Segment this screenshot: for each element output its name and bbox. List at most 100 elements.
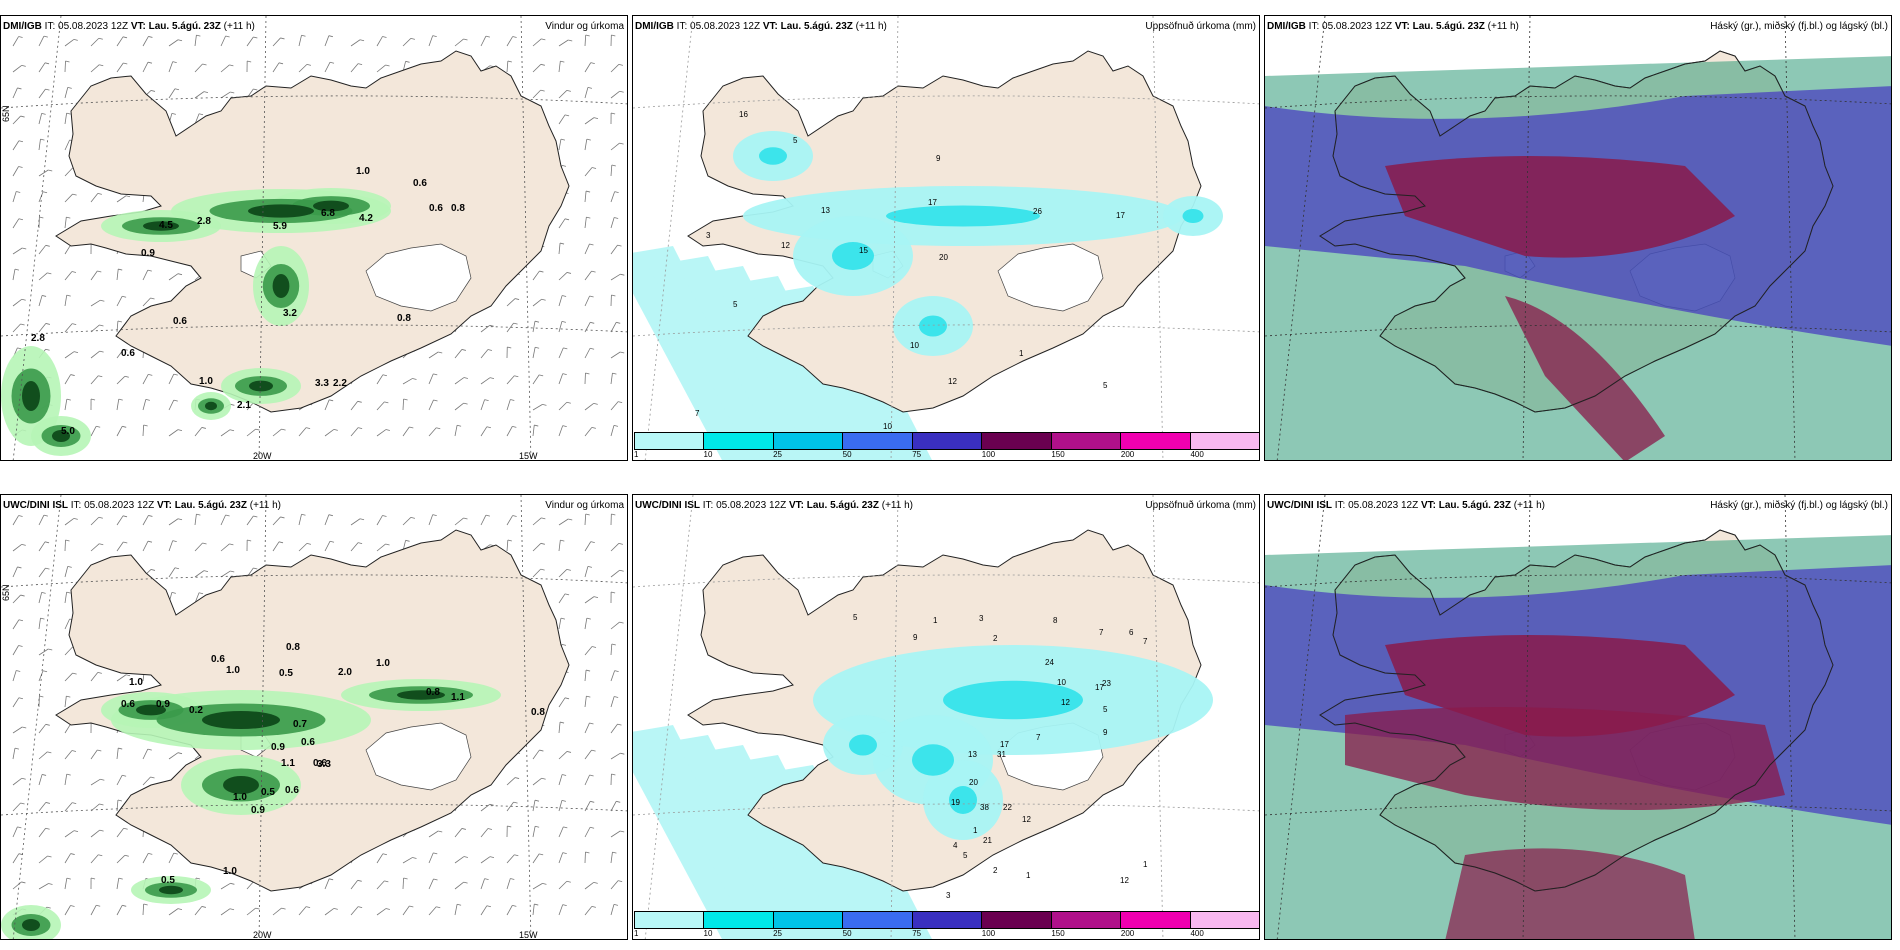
value-label: 9 (936, 154, 941, 163)
lead-time: (+11 h) (246, 500, 281, 511)
value-label: 3.2 (283, 308, 297, 319)
lat-label: 65N (1, 105, 11, 122)
panel-title: Háský (gr.), miðský (fj.bl.) og lágský (… (1710, 500, 1888, 511)
lead-time: (+11 h) (220, 21, 255, 32)
precip-heavy (143, 221, 179, 231)
accum-core (912, 744, 954, 776)
value-label: 0.6 (121, 348, 135, 359)
valid-time: VT: Lau. 5.ágú. 23Z (762, 21, 853, 32)
accum-core (832, 242, 874, 270)
value-label: 3.3 (317, 759, 331, 770)
init-time: IT: 05.08.2023 12Z (1332, 500, 1421, 511)
value-label: 5 (793, 136, 798, 145)
colorbar-tick: 10 (703, 929, 713, 938)
value-label: 2 (993, 866, 998, 875)
iceland-coastline (1319, 529, 1834, 892)
lon-label-20w: 20W (253, 451, 272, 461)
value-label: 12 (1120, 876, 1129, 885)
valid-time: VT: Lau. 5.ágú. 23Z (788, 500, 879, 511)
value-label: 1 (1019, 349, 1024, 358)
panel-uwc-cloud: UWC/DINI ISL IT: 05.08.2023 12Z VT: Lau.… (1264, 494, 1892, 940)
colorbar-tick: 150 (1051, 929, 1065, 938)
colorbar-swatch (635, 433, 705, 449)
iceland-coastline (1319, 50, 1834, 413)
value-label: 1.0 (226, 665, 240, 676)
accum-core (1182, 209, 1204, 223)
precip-heavy (22, 381, 40, 411)
value-label: 5 (1103, 705, 1108, 714)
value-label: 5 (733, 300, 738, 309)
value-label: 1.0 (233, 792, 247, 803)
colorbar-tick: 1 (634, 450, 639, 459)
value-label: 0.5 (161, 875, 175, 886)
value-label: 5.0 (61, 426, 75, 437)
colorbar-tick: 75 (912, 929, 922, 938)
value-label: 7 (1143, 637, 1148, 646)
value-label: 1 (1026, 871, 1031, 880)
precip-heavy (397, 690, 445, 700)
model-name: UWC/DINI ISL (635, 500, 700, 511)
init-time: IT: 05.08.2023 12Z (41, 21, 131, 32)
colorbar-tick: 100 (981, 929, 996, 938)
value-label: 0.9 (271, 742, 285, 753)
value-label: 1.0 (199, 376, 213, 387)
value-label: 4.2 (359, 213, 373, 224)
value-label: 0.2 (189, 705, 203, 716)
lat-lon-grid (1, 495, 627, 939)
accum-core (849, 734, 877, 756)
glacier-vatnajokull (997, 243, 1104, 312)
lead-time: (+11 h) (852, 21, 887, 32)
value-label: 24 (1045, 658, 1054, 667)
colorbar-tick: 200 (1120, 929, 1135, 938)
glacier-vatnajokull (365, 722, 472, 791)
value-label: 0.6 (313, 758, 327, 769)
value-label: 6 (1129, 628, 1134, 637)
value-label: 1 (1143, 860, 1148, 869)
value-labels: 1.0 0.6 0.6 0.8 2.8 5.9 6.8 4.2 4.5 0.9 3.2 0.6 0.6 0… (31, 166, 465, 437)
value-label: 7 (1099, 628, 1104, 637)
value-label: 12 (781, 241, 790, 250)
colorbar-tick: 1 (634, 929, 639, 938)
value-labels: 0.80.61.0 0.5 2.01.00.8 1.11.00.6 0.90.20.70… (121, 642, 545, 886)
value-label: 3 (979, 614, 984, 623)
colorbar-swatch (843, 912, 913, 928)
value-label: 1.1 (451, 692, 465, 703)
precip-heavy (249, 380, 273, 392)
cloud-low-layer (1385, 156, 1735, 258)
precip-heavy (313, 200, 349, 212)
colorbar-ticks: 1 10 25 50 75 100 150 200 400 (634, 450, 1259, 460)
init-time: IT: 05.08.2023 12Z (673, 21, 763, 32)
lat-lon-grid (633, 16, 1259, 460)
model-name: DMI/IGB (3, 21, 42, 32)
value-label: 0.9 (141, 248, 155, 259)
precip-heavy (272, 274, 290, 298)
precip-heavy (52, 430, 70, 442)
cloud-low-layer (1505, 296, 1665, 460)
value-label: 13 (821, 206, 830, 215)
value-label: 4.5 (159, 220, 173, 231)
colorbar-tick: 50 (842, 450, 852, 459)
value-label: 20 (939, 253, 948, 262)
accum-core (919, 315, 947, 337)
lon-label-15w: 15W (519, 930, 538, 940)
value-label: 8 (1053, 616, 1058, 625)
panel-header: DMI/IGB IT: 05.08.2023 12Z VT: Lau. 5.ág… (635, 21, 887, 32)
colorbar-swatch (843, 433, 913, 449)
value-label: 0.8 (426, 687, 440, 698)
colorbar-tick: 25 (773, 450, 783, 459)
value-label: 3.3 (315, 378, 329, 389)
value-label: 5 (1103, 381, 1108, 390)
value-label: 1.0 (356, 166, 370, 177)
value-label: 20 (969, 778, 978, 787)
colorbar-tick: 75 (912, 450, 922, 459)
panel-dmi-cloud: DMI/IGB IT: 05.08.2023 12Z VT: Lau. 5.ág… (1264, 15, 1892, 461)
value-label: 10 (1057, 678, 1066, 687)
panel-header: UWC/DINI ISL IT: 05.08.2023 12Z VT: Lau.… (3, 500, 281, 511)
value-label: 2.1 (237, 400, 251, 411)
value-label: 0.9 (156, 699, 170, 710)
map-canvas (1265, 495, 1891, 939)
value-label: 1.0 (129, 677, 143, 688)
cloud-low-layer (1345, 707, 1785, 810)
value-label: 0.9 (251, 805, 265, 816)
